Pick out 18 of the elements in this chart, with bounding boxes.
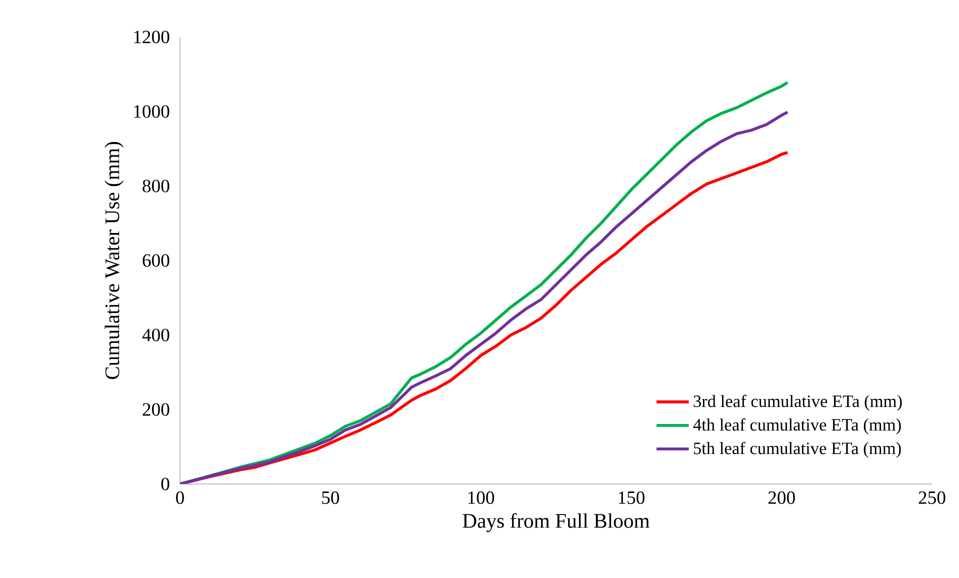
x-tick-label: 50 xyxy=(322,491,340,504)
y-tick-label: 0 xyxy=(161,478,170,490)
y-tick-label: 600 xyxy=(142,254,170,267)
legend-label: 3rd leaf cumulative ETa (mm) xyxy=(694,394,902,411)
y-tick-label: 800 xyxy=(142,180,170,192)
x-tick-label: 200 xyxy=(768,491,795,504)
x-tick-label: 0 xyxy=(176,491,184,504)
x-tick-label: 100 xyxy=(468,491,494,504)
legend-label: 4th leaf cumulative ETa (mm) xyxy=(693,418,901,434)
y-axis-title: Cumulative Water Use (mm) xyxy=(104,142,124,380)
legend-label: 5th leaf cumulative ETa (mm) xyxy=(694,442,901,458)
y-tick-label: 200 xyxy=(142,403,170,416)
x-axis-title: Days from Full Bloom xyxy=(462,513,650,532)
y-tick-label: 1000 xyxy=(134,105,170,118)
y-tick-label: 1200 xyxy=(134,30,170,44)
x-tick-label: 150 xyxy=(618,491,644,504)
x-tick-label: 250 xyxy=(918,491,946,504)
y-tick-label: 400 xyxy=(142,328,170,342)
